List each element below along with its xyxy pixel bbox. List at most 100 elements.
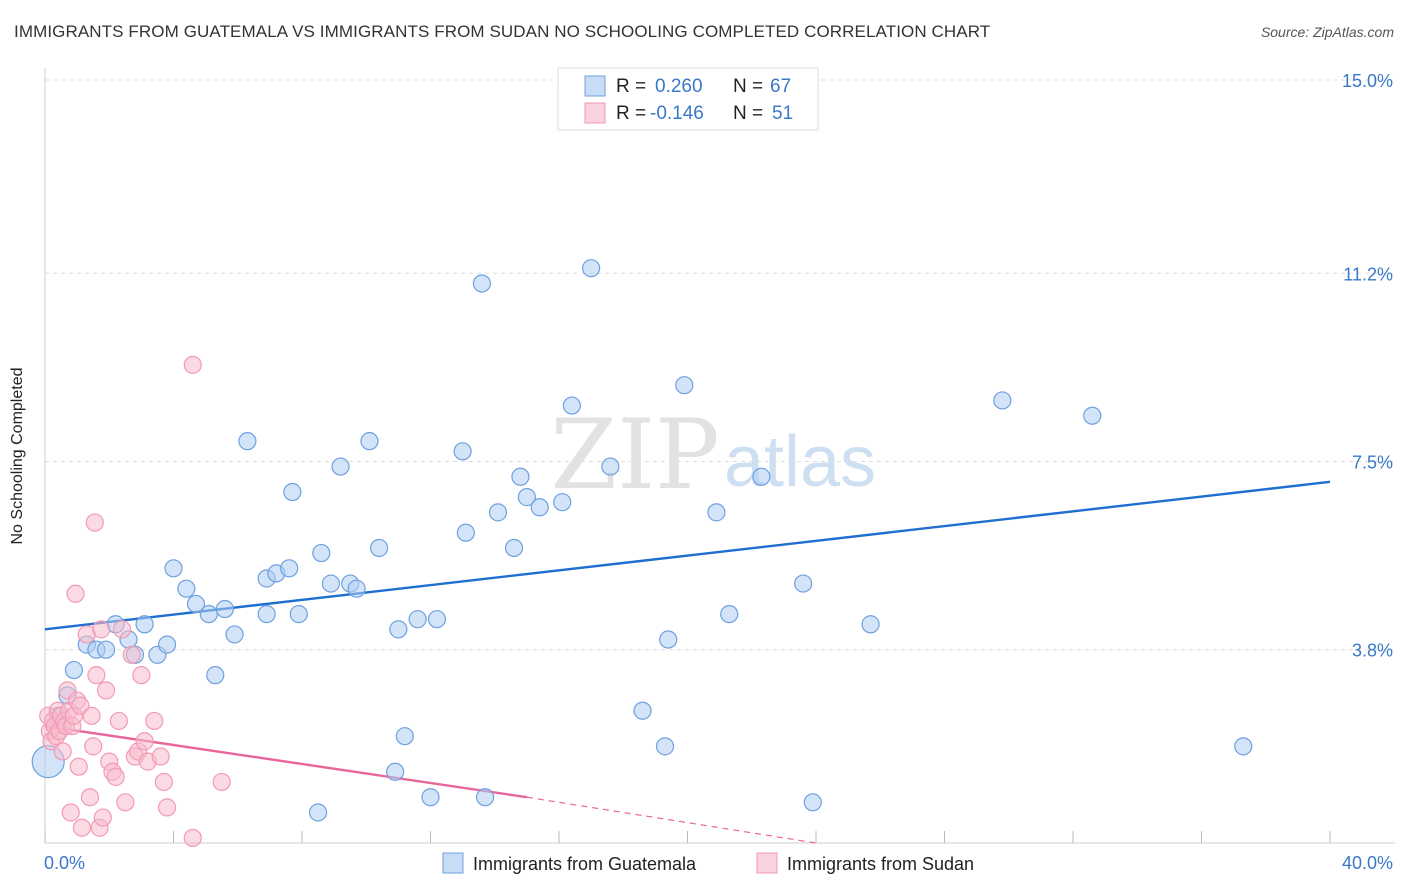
point-guatemala [1234, 737, 1253, 756]
point-sudan [69, 757, 88, 776]
bottom-swatch-guatemala [442, 852, 464, 874]
point-sudan [135, 732, 154, 751]
point-guatemala [280, 559, 299, 578]
point-sudan [92, 620, 111, 639]
point-guatemala [386, 762, 405, 781]
point-sudan [112, 620, 132, 639]
trend-line-guatemala [44, 480, 1331, 631]
watermark-atlas: atlas [724, 422, 876, 502]
point-sudan [145, 711, 164, 731]
point-guatemala [225, 625, 244, 644]
point-guatemala [562, 396, 581, 415]
point-guatemala [427, 610, 447, 629]
point-guatemala [177, 579, 196, 598]
y-tick-label: 11.2% [1343, 264, 1393, 284]
trend-lines [44, 480, 1331, 844]
point-guatemala [283, 482, 302, 502]
point-guatemala [135, 615, 154, 634]
point-guatemala [675, 376, 694, 395]
point-sudan [80, 788, 100, 807]
point-guatemala [472, 274, 491, 293]
trend-line-sudan-extension [526, 796, 817, 844]
legend-r-label-1: R = [616, 76, 646, 97]
x-tick-label-max: 40.0% [1342, 853, 1393, 873]
point-sudan [183, 828, 202, 848]
stats-legend: R = 0.260 N = 67 R = -0.146 N = 51 [557, 67, 819, 131]
legend-r-value-2: -0.146 [650, 103, 704, 124]
point-sudan [85, 513, 104, 532]
point-guatemala [707, 503, 726, 522]
point-guatemala [659, 630, 678, 649]
series-legend: Immigrants from Guatemala Immigrants fro… [442, 852, 974, 874]
point-guatemala [360, 432, 379, 451]
point-guatemala [257, 604, 276, 624]
legend-r-value-1: 0.260 [655, 76, 703, 97]
point-guatemala [453, 442, 472, 461]
point-guatemala [389, 620, 408, 639]
watermark-zip: ZIP [550, 399, 719, 511]
point-sudan [61, 803, 80, 822]
legend-swatch-sudan [584, 102, 606, 124]
point-sudan [84, 737, 103, 756]
grid-lines [45, 79, 1395, 651]
point-sudan [82, 706, 101, 725]
point-guatemala [96, 640, 116, 659]
point-guatemala [238, 432, 257, 451]
point-sudan [132, 666, 151, 685]
point-sudan [122, 645, 141, 664]
point-sudan [72, 818, 92, 837]
point-sudan [87, 666, 106, 685]
y-tick-label: 7.5% [1352, 453, 1393, 473]
point-guatemala [794, 574, 813, 593]
point-sudan [151, 747, 170, 766]
point-guatemala [395, 727, 414, 746]
point-guatemala [289, 604, 308, 624]
point-sudan [154, 772, 173, 792]
tick-labels: 3.8% 7.5% 11.2% 15.0% 0.0% 40.0% [44, 71, 1393, 873]
trend-line-sudan [44, 724, 528, 799]
point-guatemala [530, 498, 549, 517]
point-guatemala [655, 737, 675, 756]
point-sudan [53, 742, 72, 761]
point-guatemala [157, 635, 177, 654]
point-guatemala [582, 259, 601, 278]
point-guatemala [752, 467, 771, 486]
point-guatemala [206, 666, 225, 685]
point-guatemala [308, 803, 328, 822]
point-guatemala [993, 391, 1012, 410]
watermark: ZIP atlas [550, 399, 876, 511]
point-guatemala [421, 788, 440, 807]
point-guatemala [511, 467, 530, 486]
point-guatemala [517, 488, 536, 507]
point-guatemala [312, 543, 331, 563]
legend-n-value-2: 51 [772, 103, 793, 124]
bottom-legend-guatemala: Immigrants from Guatemala [473, 854, 697, 874]
point-guatemala [199, 604, 218, 624]
point-guatemala [321, 574, 341, 593]
point-guatemala [803, 793, 822, 812]
point-guatemala [408, 610, 427, 629]
point-sudan [106, 767, 125, 786]
legend-swatch-guatemala [584, 75, 606, 97]
point-guatemala [215, 599, 234, 619]
point-guatemala [861, 615, 880, 634]
legend-r-label-2: R = [616, 103, 646, 124]
source-credit: Source: ZipAtlas.com [1260, 24, 1394, 40]
point-guatemala [720, 604, 739, 624]
legend-n-label-2: N = [733, 103, 763, 124]
point-sudan [96, 681, 116, 700]
y-tick-label: 3.8% [1352, 641, 1393, 661]
point-guatemala [186, 594, 206, 614]
point-sudan [183, 355, 202, 374]
axes [44, 68, 1395, 844]
chart-title: IMMIGRANTS FROM GUATEMALA VS IMMIGRANTS … [14, 22, 991, 41]
bottom-swatch-sudan [756, 852, 778, 874]
point-guatemala [164, 559, 183, 578]
legend-n-label-1: N = [733, 76, 763, 97]
point-sudan [109, 711, 128, 731]
point-guatemala [553, 493, 572, 512]
point-sudan [212, 772, 231, 792]
point-sudan [66, 584, 85, 603]
point-sudan [93, 808, 112, 827]
